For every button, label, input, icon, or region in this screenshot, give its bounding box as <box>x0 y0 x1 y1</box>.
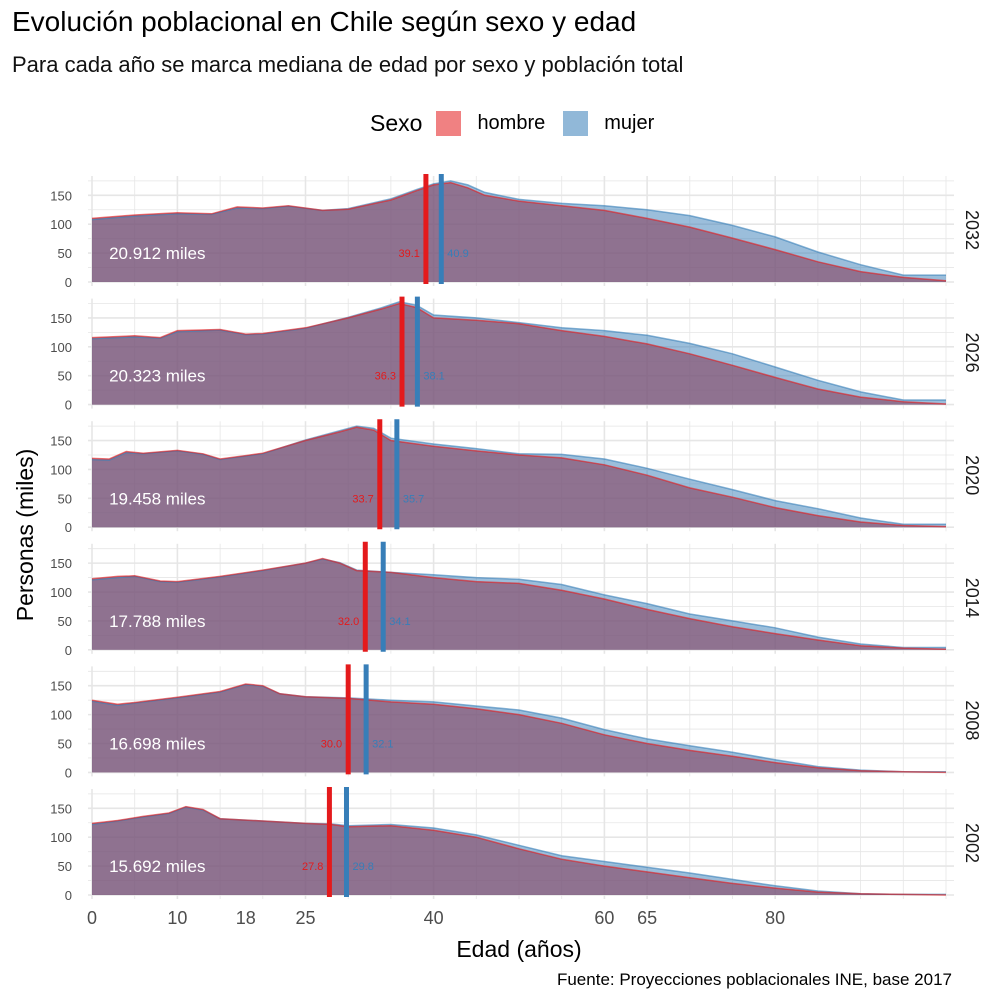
x-tick-label: 80 <box>765 908 785 928</box>
area-hombre <box>92 182 946 282</box>
median-label-mujer: 32.1 <box>372 739 393 751</box>
x-tick-label: 40 <box>424 908 444 928</box>
median-label-hombre: 32.0 <box>338 616 359 628</box>
total-population-label: 15.692 miles <box>109 857 205 876</box>
y-tick-label: 0 <box>65 643 72 658</box>
facet-panel-2032: 0 50 100 150 39.1 40.9 20.912 miles 2032 <box>50 174 982 290</box>
y-tick-label: 100 <box>50 830 72 845</box>
x-tick-label: 18 <box>236 908 256 928</box>
legend: Sexo hombre mujer <box>370 105 672 141</box>
y-tick-label: 50 <box>58 246 72 261</box>
chart-caption: Fuente: Proyecciones poblacionales INE, … <box>556 970 952 989</box>
area-overlap <box>92 182 946 282</box>
area-overlap <box>92 684 946 773</box>
y-tick-label: 150 <box>50 188 72 203</box>
median-label-mujer: 34.1 <box>389 616 410 628</box>
facet-panel-2002: 0 50 100 150 27.8 29.8 15.692 miles 2002 <box>50 787 982 903</box>
y-tick-label: 50 <box>58 859 72 874</box>
median-label-mujer: 29.8 <box>352 861 373 873</box>
y-tick-label: 50 <box>58 737 72 752</box>
median-label-hombre: 27.8 <box>302 861 323 873</box>
total-population-label: 19.458 miles <box>109 489 205 508</box>
total-population-label: 20.323 miles <box>109 367 205 386</box>
facet-year-label: 2014 <box>962 578 982 618</box>
y-tick-label: 150 <box>50 556 72 571</box>
x-tick-label: 60 <box>594 908 614 928</box>
total-population-label: 17.788 miles <box>109 612 205 631</box>
line-hombre <box>91 683 947 774</box>
y-tick-label: 0 <box>65 888 72 903</box>
y-tick-label: 150 <box>50 311 72 326</box>
y-tick-label: 0 <box>65 398 72 413</box>
y-tick-label: 0 <box>65 275 72 290</box>
total-population-label: 20.912 miles <box>109 244 205 263</box>
facet-year-label: 2032 <box>962 210 982 250</box>
median-label-hombre: 30.0 <box>321 739 342 751</box>
area-overlap <box>92 427 946 528</box>
legend-key-hombre <box>436 110 462 136</box>
x-tick-label: 25 <box>295 908 315 928</box>
y-tick-label: 0 <box>65 520 72 535</box>
line-hombre <box>91 181 947 282</box>
y-tick-label: 0 <box>65 765 72 780</box>
legend-label-hombre: hombre <box>477 111 546 134</box>
facet-year-label: 2008 <box>962 700 982 740</box>
chart-title: Evolución poblacional en Chile según sex… <box>12 6 637 37</box>
y-tick-label: 100 <box>50 585 72 600</box>
line-hombre <box>91 557 947 650</box>
y-tick-label: 100 <box>50 462 72 477</box>
x-tick-label: 0 <box>87 908 97 928</box>
line-hombre <box>91 302 947 405</box>
area-hombre <box>92 427 946 528</box>
x-axis-title: Edad (años) <box>456 936 581 962</box>
facet-panel-2008: 0 50 100 150 30.0 32.1 16.698 miles 2008 <box>50 664 982 780</box>
chart-subtitle: Para cada año se marca mediana de edad p… <box>12 52 684 77</box>
y-tick-label: 50 <box>58 491 72 506</box>
y-tick-label: 100 <box>50 217 72 232</box>
facet-panel-2020: 0 50 100 150 33.7 35.7 19.458 miles 2020 <box>50 419 982 535</box>
y-tick-label: 150 <box>50 434 72 449</box>
facet-year-label: 2026 <box>962 333 982 373</box>
facet-panel-2014: 0 50 100 150 32.0 34.1 17.788 miles 2014 <box>50 541 982 658</box>
facet-year-label: 2020 <box>962 455 982 495</box>
x-tick-label: 10 <box>167 908 187 928</box>
legend-key-mujer <box>563 110 589 136</box>
median-label-mujer: 40.9 <box>447 248 468 260</box>
y-tick-label: 50 <box>58 369 72 384</box>
y-tick-label: 50 <box>58 614 72 629</box>
area-overlap <box>92 806 946 895</box>
x-tick-label: 65 <box>637 908 657 928</box>
median-label-mujer: 35.7 <box>403 493 424 505</box>
y-tick-label: 150 <box>50 801 72 816</box>
y-tick-label: 150 <box>50 679 72 694</box>
area-hombre <box>92 684 946 773</box>
facet-panel-2026: 0 50 100 150 36.3 38.1 20.323 miles 2026 <box>50 296 982 413</box>
line-hombre <box>91 805 947 896</box>
line-mujer <box>91 180 946 276</box>
y-tick-label: 100 <box>50 340 72 355</box>
total-population-label: 16.698 miles <box>109 735 205 754</box>
legend-label-mujer: mujer <box>604 111 655 134</box>
median-label-hombre: 39.1 <box>398 248 419 260</box>
median-label-hombre: 33.7 <box>352 493 373 505</box>
area-hombre <box>92 806 946 895</box>
median-label-mujer: 38.1 <box>423 371 444 383</box>
y-axis-title: Personas (miles) <box>12 449 38 622</box>
legend-title: Sexo <box>370 109 423 136</box>
facet-year-label: 2002 <box>962 823 982 863</box>
median-label-hombre: 36.3 <box>375 371 396 383</box>
line-hombre <box>91 426 947 528</box>
y-tick-label: 100 <box>50 708 72 723</box>
